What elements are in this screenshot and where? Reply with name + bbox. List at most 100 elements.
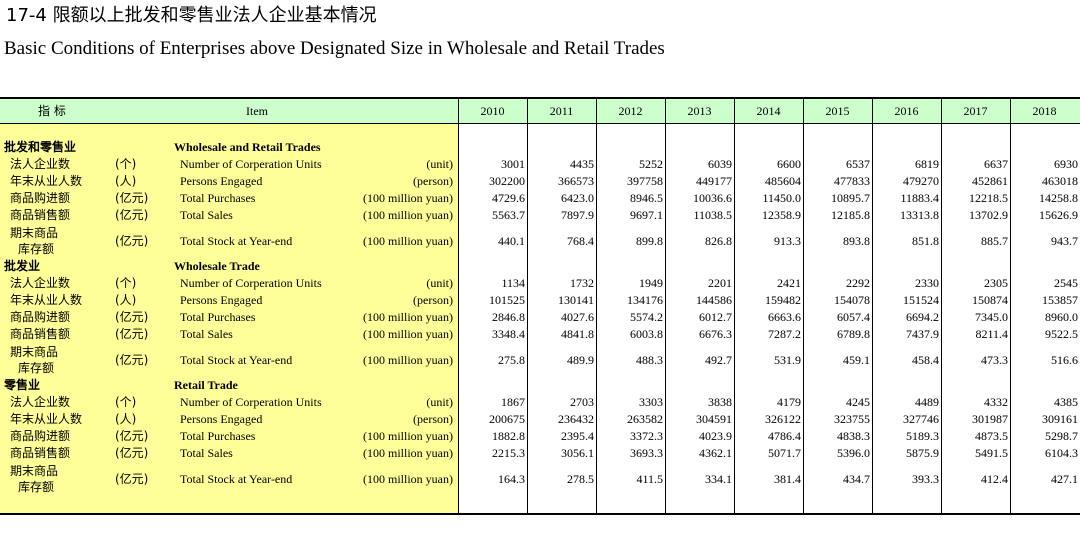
- value-cell: 6930: [1054, 157, 1078, 171]
- value-cell: 7437.9: [906, 327, 939, 341]
- value-cell: 11038.5: [693, 208, 732, 222]
- value-cell: 4023.9: [699, 429, 732, 443]
- value-cell: 151524: [903, 293, 939, 307]
- value-cell: 200675: [489, 412, 525, 426]
- column-divider: [941, 97, 942, 513]
- row-label-cn: 商品购进额: [10, 429, 71, 443]
- column-divider: [803, 97, 804, 513]
- value-cell: 452861: [972, 174, 1008, 188]
- value-cell: 531.9: [774, 353, 801, 367]
- table-row: 商品销售额 (亿元) Total Sales (100 million yuan) 22…: [0, 445, 1080, 462]
- row-label-cn: 商品购进额: [10, 191, 71, 205]
- value-cell: 885.7: [981, 234, 1008, 248]
- row-unit-en: (100 million yuan): [363, 234, 453, 248]
- column-divider: [872, 97, 873, 513]
- value-cell: 13702.9: [969, 208, 1008, 222]
- value-cell: 1867: [501, 395, 525, 409]
- header-year: 2013: [687, 104, 712, 118]
- value-cell: 492.7: [705, 353, 732, 367]
- row-unit-en: (person): [413, 412, 453, 426]
- row-label-cn-line2: 库存额: [18, 361, 55, 375]
- value-cell: 4489: [915, 395, 939, 409]
- value-cell: 2545: [1054, 276, 1078, 290]
- value-cell: 2703: [570, 395, 594, 409]
- value-cell: 851.8: [912, 234, 939, 248]
- value-cell: 2421: [777, 276, 801, 290]
- row-unit-cn: (个): [115, 395, 137, 409]
- value-cell: 3303: [639, 395, 663, 409]
- header-indicator: 指 标: [38, 104, 66, 118]
- table-row: 商品销售额 (亿元) Total Sales (100 million yuan) 55…: [0, 207, 1080, 224]
- row-unit-en: (100 million yuan): [363, 429, 453, 443]
- table-row: 年末从业人数 (人) Persons Engaged (person) 200675 23…: [0, 411, 1080, 428]
- value-cell: 4729.6: [492, 191, 525, 205]
- row-unit-cn: (亿元): [115, 446, 149, 460]
- table-row: 法人企业数 (个) Number of Corperation Units (unit…: [0, 156, 1080, 173]
- row-label-cn: 法人企业数: [10, 157, 71, 171]
- value-cell: 6637: [984, 157, 1008, 171]
- row-label-en: Total Sales: [180, 327, 233, 341]
- value-cell: 463018: [1042, 174, 1078, 188]
- section-title-en: Wholesale and Retail Trades: [174, 140, 321, 154]
- value-cell: 6676.3: [699, 327, 732, 341]
- value-cell: 397758: [627, 174, 663, 188]
- row-label-cn: 商品销售额: [10, 446, 71, 460]
- row-label-en: Persons Engaged: [180, 412, 263, 426]
- row-label-cn: 年末从业人数: [10, 293, 83, 307]
- value-cell: 427.1: [1051, 472, 1078, 486]
- value-cell: 159482: [765, 293, 801, 307]
- value-cell: 5189.3: [906, 429, 939, 443]
- value-cell: 4179: [777, 395, 801, 409]
- column-divider: [734, 97, 735, 513]
- value-cell: 4385: [1054, 395, 1078, 409]
- value-cell: 6012.7: [699, 310, 732, 324]
- value-cell: 6600: [777, 157, 801, 171]
- column-divider: [1010, 97, 1011, 513]
- value-cell: 440.1: [498, 234, 525, 248]
- value-cell: 479270: [903, 174, 939, 188]
- table-row: 年末从业人数 (人) Persons Engaged (person) 302200 36…: [0, 173, 1080, 190]
- value-cell: 134176: [627, 293, 663, 307]
- row-unit-cn: (人): [115, 174, 137, 188]
- value-cell: 8960.0: [1045, 310, 1078, 324]
- row-label-en: Persons Engaged: [180, 174, 263, 188]
- value-cell: 2292: [846, 276, 870, 290]
- header-year: 2017: [963, 104, 988, 118]
- row-unit-cn: (人): [115, 412, 137, 426]
- row-unit-en: (person): [413, 174, 453, 188]
- value-cell: 153857: [1042, 293, 1078, 307]
- value-cell: 7287.2: [768, 327, 801, 341]
- value-cell: 2201: [708, 276, 732, 290]
- row-label-cn-line2: 库存额: [18, 480, 55, 494]
- section-title-en: Wholesale Trade: [174, 259, 260, 273]
- header-year: 2018: [1032, 104, 1057, 118]
- row-label-cn: 期末商品 库存额: [10, 463, 58, 495]
- row-unit-cn: (亿元): [115, 208, 149, 222]
- value-cell: 5252: [639, 157, 663, 171]
- row-label-en: Total Sales: [180, 208, 233, 222]
- header-year: 2011: [549, 104, 574, 118]
- value-cell: 412.4: [981, 472, 1008, 486]
- row-unit-cn: (亿元): [115, 472, 149, 486]
- row-label-cn: 法人企业数: [10, 395, 71, 409]
- row-label-en: Number of Corperation Units: [180, 395, 322, 409]
- row-label-en: Total Purchases: [180, 191, 256, 205]
- value-cell: 489.9: [567, 353, 594, 367]
- row-unit-en: (100 million yuan): [363, 327, 453, 341]
- row-label-cn-line1: 期末商品: [10, 226, 59, 240]
- value-cell: 326122: [765, 412, 801, 426]
- row-unit-en: (100 million yuan): [363, 353, 453, 367]
- value-cell: 943.7: [1051, 234, 1078, 248]
- value-cell: 2330: [915, 276, 939, 290]
- value-cell: 130141: [558, 293, 594, 307]
- row-unit-cn: (亿元): [115, 310, 149, 324]
- row-unit-en: (person): [413, 293, 453, 307]
- value-cell: 3693.3: [630, 446, 663, 460]
- section-title-cn: 批发业: [4, 259, 41, 273]
- row-label-cn: 年末从业人数: [10, 412, 83, 426]
- value-cell: 826.8: [705, 234, 732, 248]
- value-cell: 4838.3: [837, 429, 870, 443]
- value-cell: 13313.8: [900, 208, 939, 222]
- value-cell: 6003.8: [630, 327, 663, 341]
- column-divider: [458, 97, 459, 513]
